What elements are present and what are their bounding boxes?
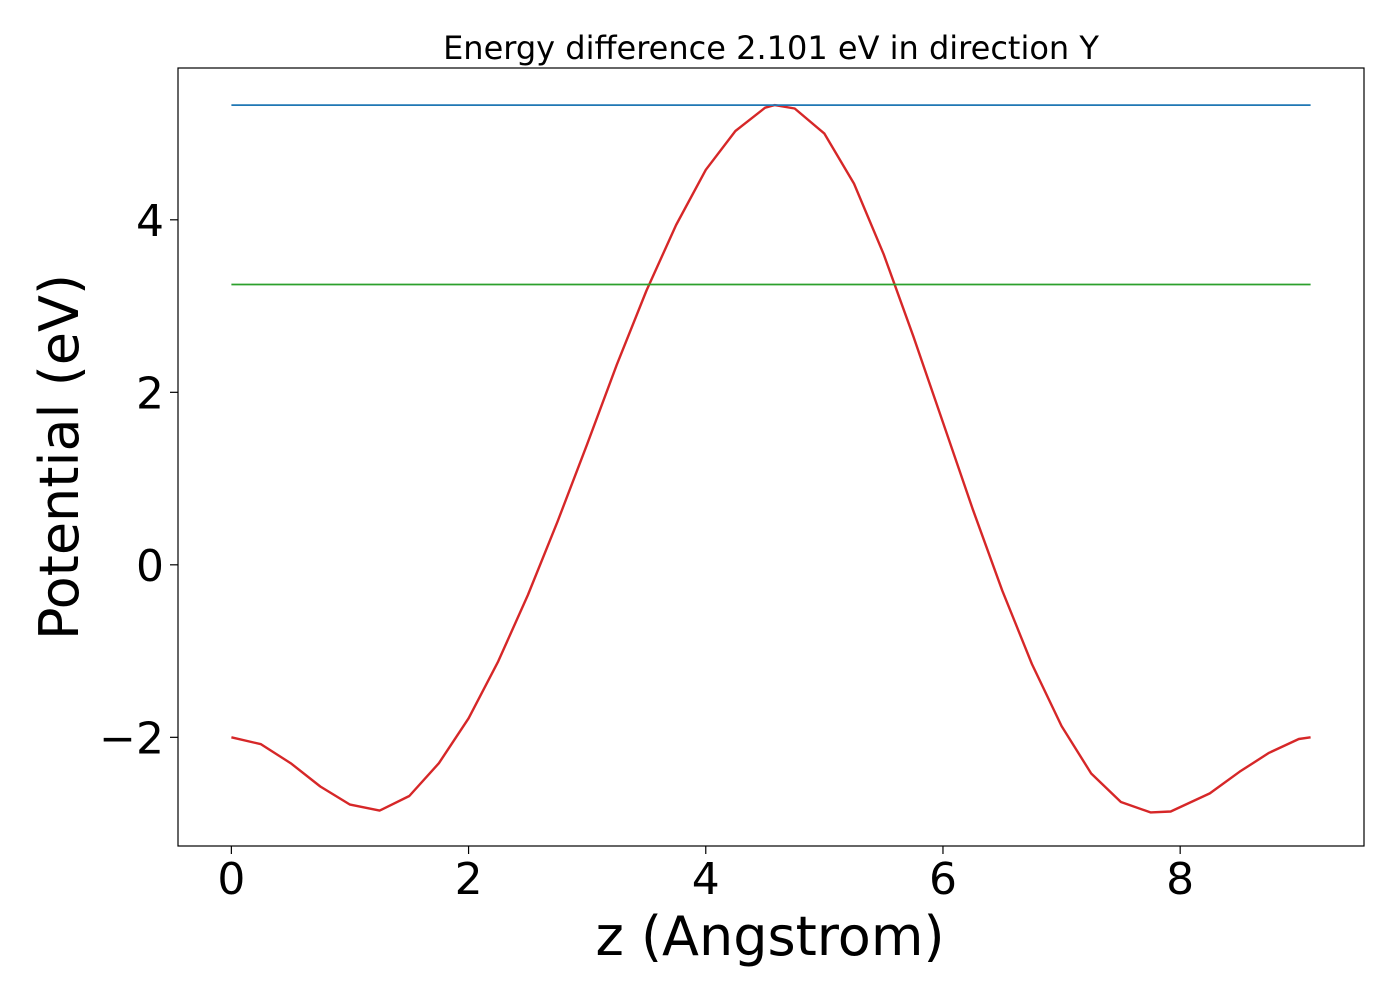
x-tick-label: 8	[1166, 854, 1194, 905]
x-tick-label: 4	[692, 854, 720, 905]
y-tick-label: 4	[136, 196, 164, 247]
y-tick-label: −2	[99, 713, 164, 764]
plot-area	[231, 103, 1311, 814]
x-tick-label: 0	[217, 854, 245, 905]
x-tick-label: 2	[455, 854, 483, 905]
axis-ticks: 0 2 4 6 8 −2 0 2 4	[99, 196, 1194, 905]
plot-frame	[177, 67, 1365, 847]
y-tick-label: 0	[136, 541, 164, 592]
y-tick-label: 2	[136, 368, 164, 419]
y-axis-label: Potential (eV)	[28, 274, 91, 640]
x-axis-label: z (Angstrom)	[595, 905, 944, 968]
x-tick-label: 6	[929, 854, 957, 905]
chart-title: Energy difference 2.101 eV in direction …	[443, 29, 1099, 67]
